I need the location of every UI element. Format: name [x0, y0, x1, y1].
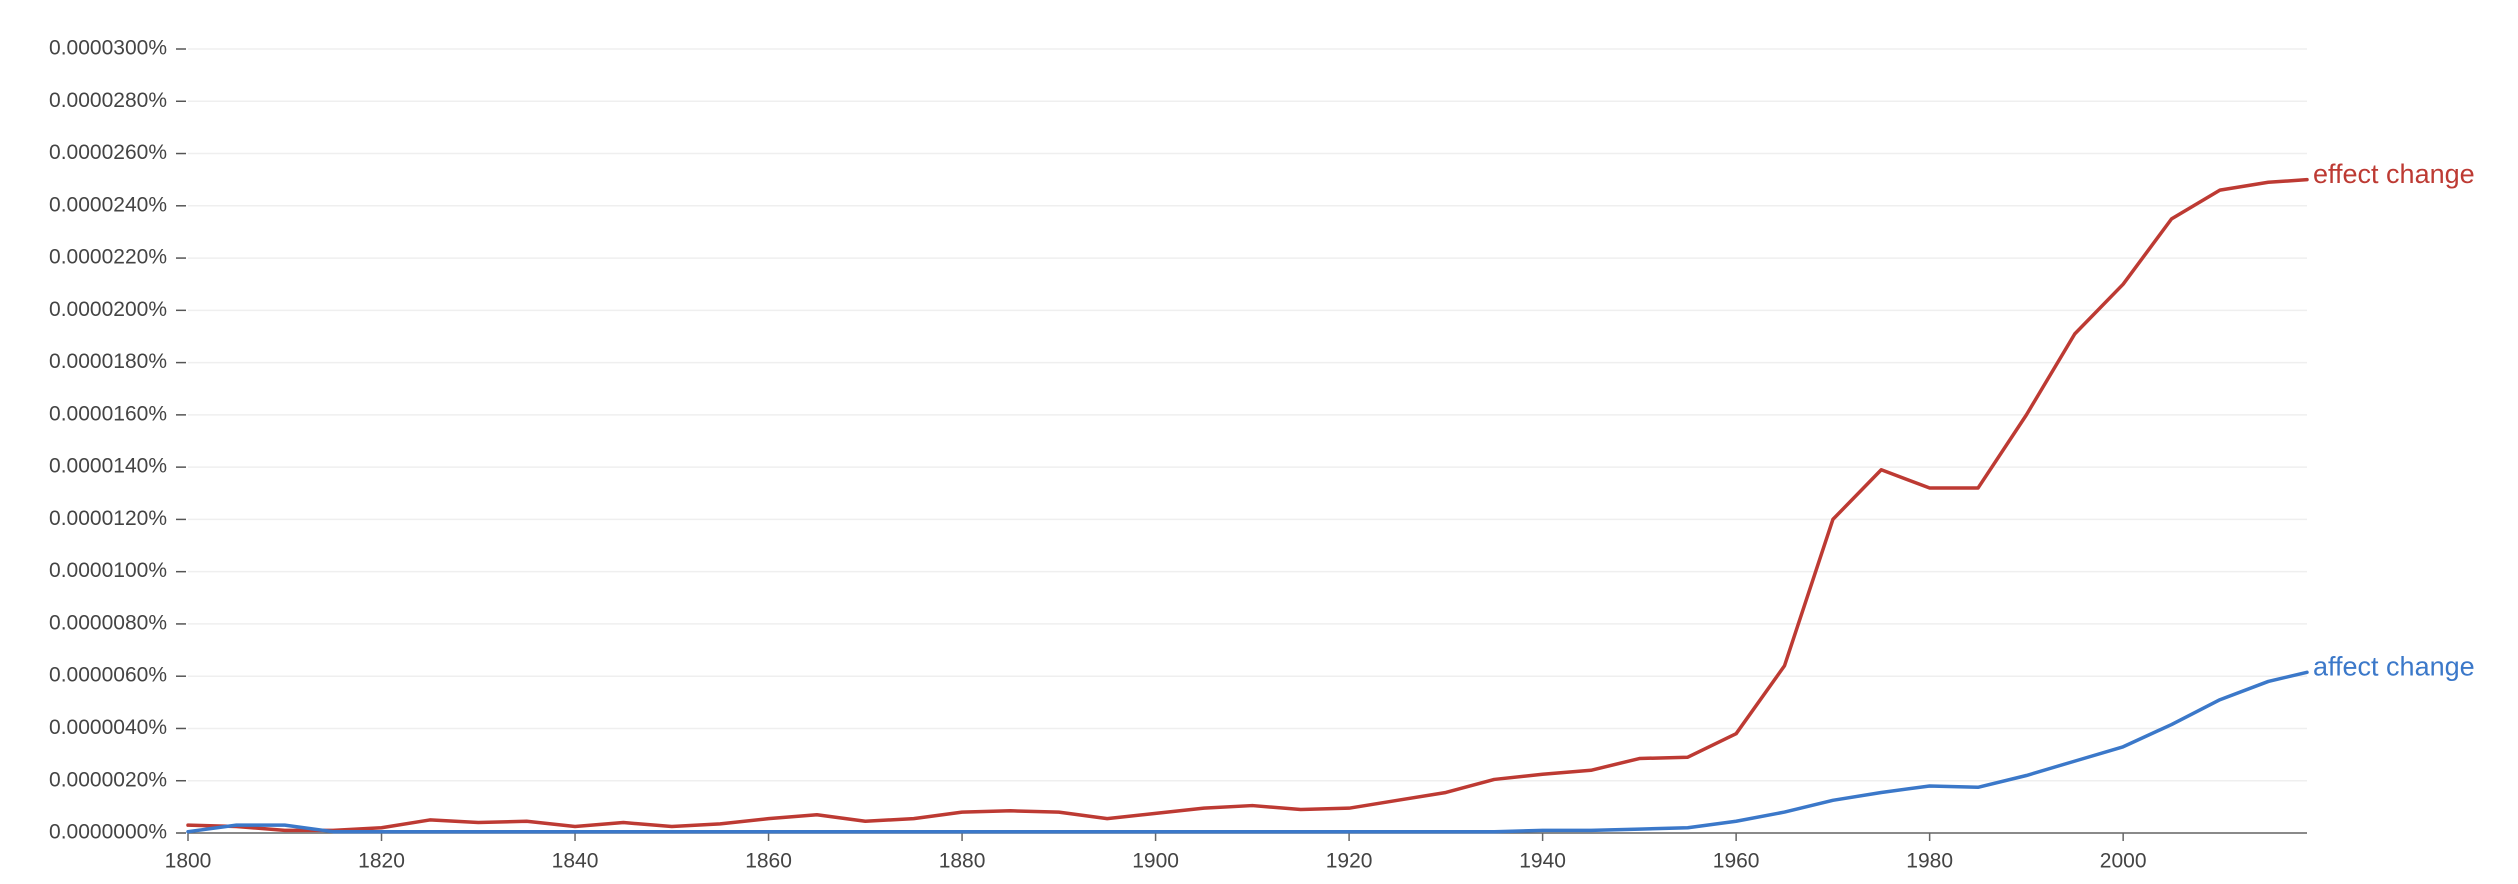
- series-label: effect change: [2313, 159, 2475, 189]
- y-tick-label: 0.0000120%: [49, 507, 167, 530]
- y-tick-label: 0.0000140%: [49, 455, 167, 478]
- y-tick-label: 0.0000240%: [49, 193, 167, 216]
- y-tick-label: 0.0000020%: [49, 768, 167, 791]
- y-tick-label: 0.0000220%: [49, 246, 167, 269]
- series-line: [186, 670, 2309, 834]
- y-tick-label: 0.0000300%: [49, 37, 167, 60]
- x-tick-label: 2000: [2100, 850, 2147, 873]
- y-tick-label: 0.0000100%: [49, 559, 167, 582]
- x-tick-label: 1820: [358, 850, 405, 873]
- x-tick-label: 1800: [165, 850, 212, 873]
- x-tick-label: 1960: [1713, 850, 1760, 873]
- y-tick-label: 0.0000260%: [49, 141, 167, 164]
- x-tick-label: 1900: [1132, 850, 1179, 873]
- y-tick-label: 0.0000160%: [49, 402, 167, 425]
- series-line: [186, 177, 2309, 833]
- x-tick-label: 1980: [1906, 850, 1953, 873]
- x-tick-label: 1840: [552, 850, 599, 873]
- y-tick-label: 0.0000080%: [49, 611, 167, 634]
- series-label: affect change: [2313, 651, 2475, 681]
- y-tick-label: 0.0000280%: [49, 89, 167, 112]
- x-tick-label: 1860: [745, 850, 792, 873]
- y-tick-label: 0.0000180%: [49, 350, 167, 373]
- y-tick-label: 0.0000040%: [49, 716, 167, 739]
- y-tick-label: 0.0000200%: [49, 298, 167, 321]
- x-tick-label: 1880: [939, 850, 986, 873]
- y-tick-label: 0.0000000%: [49, 821, 167, 844]
- x-tick-label: 1940: [1519, 850, 1566, 873]
- x-tick-label: 1920: [1326, 850, 1373, 873]
- y-tick-label: 0.0000060%: [49, 664, 167, 687]
